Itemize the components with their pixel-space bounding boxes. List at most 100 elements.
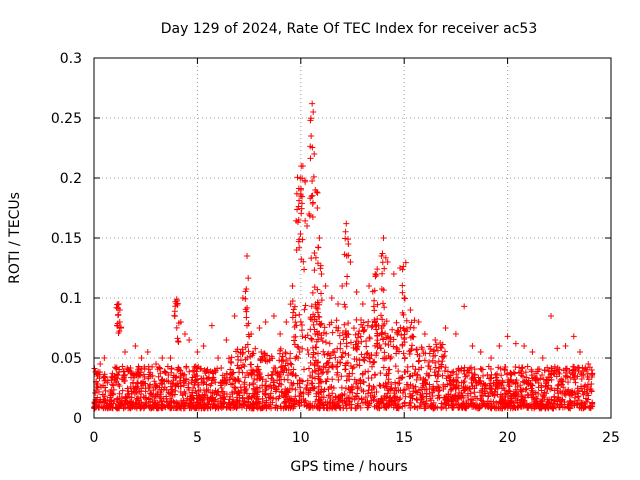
data-point <box>278 381 285 388</box>
y-tick-label: 0.1 <box>60 291 82 307</box>
data-point <box>539 355 546 361</box>
data-point <box>382 330 389 337</box>
data-point <box>559 378 566 385</box>
data-point <box>352 341 359 348</box>
data-point <box>254 363 261 370</box>
data-point <box>529 388 536 395</box>
data-point <box>377 382 384 389</box>
data-point <box>554 387 561 394</box>
data-point <box>512 395 519 402</box>
data-point <box>160 386 167 393</box>
data-point <box>409 382 416 389</box>
data-point <box>312 398 319 405</box>
data-point <box>334 327 341 334</box>
data-point <box>234 403 241 410</box>
data-point <box>210 374 217 381</box>
data-point <box>149 372 156 379</box>
data-point <box>274 405 281 412</box>
data-point <box>179 370 186 377</box>
data-point <box>448 386 455 393</box>
data-point <box>377 345 384 352</box>
data-point <box>242 374 249 381</box>
data-point <box>385 397 392 404</box>
data-point <box>485 404 492 411</box>
data-point <box>209 395 216 402</box>
data-point <box>402 259 409 266</box>
data-point <box>585 361 592 367</box>
data-point <box>172 387 179 394</box>
data-point <box>588 380 595 387</box>
data-point <box>302 178 309 185</box>
data-point <box>315 336 322 343</box>
data-point <box>528 366 535 373</box>
data-point <box>407 372 414 379</box>
x-axis-label: GPS time / hours <box>290 459 407 475</box>
data-point <box>553 373 560 380</box>
data-point <box>153 361 160 367</box>
data-point <box>556 366 563 373</box>
data-point <box>318 393 325 400</box>
data-point <box>262 319 269 325</box>
data-point <box>447 381 454 388</box>
data-point <box>339 349 346 356</box>
data-point <box>342 385 349 392</box>
data-point <box>543 376 550 383</box>
data-point <box>329 376 336 383</box>
data-point <box>291 303 298 310</box>
data-point <box>292 393 299 400</box>
data-point <box>398 332 405 339</box>
data-point <box>511 392 518 399</box>
data-point <box>262 382 269 389</box>
data-point <box>494 391 501 398</box>
data-point <box>324 398 331 405</box>
data-point <box>356 328 363 335</box>
data-point <box>477 365 484 372</box>
data-point <box>273 386 280 393</box>
data-point <box>420 382 427 389</box>
data-point <box>453 371 460 378</box>
data-point <box>420 350 427 357</box>
data-point <box>302 386 309 393</box>
data-point <box>376 399 383 406</box>
data-point <box>310 385 317 392</box>
data-point <box>493 370 500 377</box>
data-point <box>565 401 572 408</box>
data-point <box>130 388 137 395</box>
data-point <box>229 370 236 377</box>
data-point <box>310 311 317 318</box>
data-point <box>161 378 168 385</box>
data-point <box>451 393 458 400</box>
data-point <box>440 385 447 392</box>
data-point <box>315 371 322 378</box>
data-point <box>385 341 392 348</box>
data-point <box>314 309 321 316</box>
data-point <box>426 350 433 357</box>
data-point <box>510 391 517 398</box>
data-point <box>586 404 593 411</box>
data-point <box>344 395 351 402</box>
data-point <box>536 366 543 373</box>
data-point <box>565 379 572 386</box>
data-point <box>242 288 249 295</box>
data-point <box>442 348 449 355</box>
data-point <box>159 355 166 361</box>
data-point <box>383 383 390 390</box>
data-point <box>510 403 517 410</box>
data-point <box>319 338 326 345</box>
data-point <box>470 376 477 383</box>
data-point <box>282 398 289 405</box>
data-point <box>531 398 538 405</box>
data-point <box>543 401 550 408</box>
data-point <box>393 329 400 336</box>
data-point <box>508 399 515 406</box>
data-point <box>379 316 386 323</box>
data-point <box>258 348 265 355</box>
data-point <box>379 335 386 342</box>
data-point <box>413 346 420 353</box>
data-point <box>510 369 517 376</box>
data-point <box>230 375 237 382</box>
data-point <box>205 369 212 376</box>
data-point <box>100 382 107 389</box>
data-point <box>371 287 378 294</box>
data-point <box>117 324 124 331</box>
